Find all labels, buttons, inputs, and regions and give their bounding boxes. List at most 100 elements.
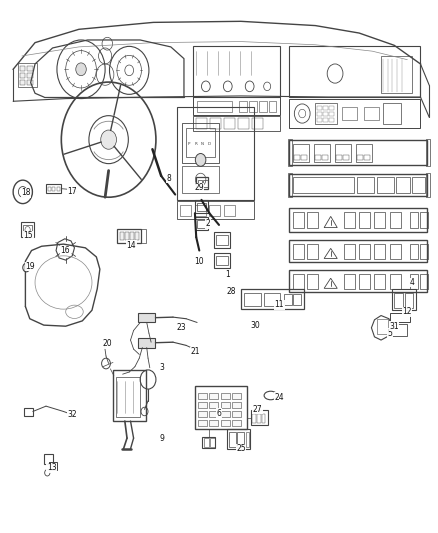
Text: 12: 12 xyxy=(403,308,412,316)
Bar xyxy=(197,220,206,228)
Bar xyxy=(329,112,334,116)
Bar xyxy=(252,414,256,423)
Text: 29: 29 xyxy=(194,183,204,192)
Text: 20: 20 xyxy=(102,340,112,348)
Bar xyxy=(20,73,25,78)
Bar xyxy=(241,289,304,309)
Bar xyxy=(289,270,427,292)
Bar xyxy=(392,289,416,310)
Bar xyxy=(209,420,218,426)
Bar xyxy=(269,101,276,112)
Bar xyxy=(52,187,55,191)
Bar xyxy=(293,274,304,289)
Bar xyxy=(289,140,427,165)
Text: 8: 8 xyxy=(166,174,171,183)
Text: 31: 31 xyxy=(389,322,399,330)
Bar xyxy=(329,118,334,122)
Bar xyxy=(214,253,230,268)
Bar xyxy=(203,180,208,187)
Text: 2: 2 xyxy=(206,220,210,228)
Bar xyxy=(177,107,254,200)
Bar xyxy=(377,319,388,334)
Bar xyxy=(284,294,292,305)
Bar xyxy=(344,274,355,289)
Bar xyxy=(377,177,394,193)
Bar xyxy=(232,411,241,417)
Bar xyxy=(244,293,261,306)
Bar xyxy=(357,177,374,193)
Bar xyxy=(238,118,249,129)
Bar xyxy=(317,112,322,116)
Text: R: R xyxy=(194,142,197,146)
Bar xyxy=(239,101,247,112)
Bar xyxy=(390,274,401,289)
Text: 6: 6 xyxy=(216,409,222,417)
Bar xyxy=(27,66,33,71)
Bar xyxy=(141,229,146,243)
Bar xyxy=(323,118,328,122)
Bar xyxy=(323,106,328,110)
Bar xyxy=(117,229,141,243)
Bar xyxy=(232,393,241,399)
Bar xyxy=(21,222,34,237)
Bar xyxy=(252,118,263,129)
Bar xyxy=(288,173,292,197)
Text: N: N xyxy=(201,142,204,146)
Bar xyxy=(293,294,301,305)
Bar xyxy=(224,118,235,129)
Bar xyxy=(426,139,430,166)
Bar xyxy=(294,155,300,160)
Bar xyxy=(381,56,412,93)
Circle shape xyxy=(76,63,86,76)
Bar xyxy=(125,232,129,240)
Bar xyxy=(221,420,230,426)
Text: 19: 19 xyxy=(25,262,35,271)
Bar xyxy=(237,432,244,447)
Bar xyxy=(314,144,330,162)
Bar xyxy=(390,244,401,259)
Bar xyxy=(246,432,249,447)
Bar xyxy=(195,217,208,230)
Text: 28: 28 xyxy=(226,287,236,295)
Text: 14: 14 xyxy=(127,241,136,249)
Bar xyxy=(193,97,280,115)
Bar xyxy=(198,420,207,426)
Bar xyxy=(209,411,218,417)
Text: 27: 27 xyxy=(253,405,262,414)
Bar xyxy=(410,274,418,289)
Text: 13: 13 xyxy=(47,464,57,472)
Bar xyxy=(198,180,202,187)
Bar xyxy=(46,184,61,193)
Bar xyxy=(182,166,219,193)
Bar xyxy=(420,274,428,289)
Bar xyxy=(177,201,254,219)
Bar xyxy=(335,144,351,162)
Bar xyxy=(336,155,342,160)
Bar xyxy=(20,80,25,85)
Bar xyxy=(209,205,220,216)
Bar xyxy=(195,386,247,429)
Bar xyxy=(405,293,413,308)
Bar xyxy=(257,414,261,423)
Bar xyxy=(289,174,427,196)
Text: 21: 21 xyxy=(190,348,200,356)
Bar xyxy=(293,144,309,162)
Bar xyxy=(364,155,370,160)
Bar xyxy=(216,235,228,245)
Bar xyxy=(193,46,280,97)
Bar xyxy=(198,402,207,408)
Bar xyxy=(390,313,410,322)
Bar xyxy=(342,107,357,120)
Text: 5: 5 xyxy=(387,329,392,337)
Bar xyxy=(301,155,307,160)
Bar xyxy=(193,116,280,131)
Bar xyxy=(307,212,318,228)
Bar xyxy=(195,205,206,216)
Text: 10: 10 xyxy=(194,257,204,265)
Bar xyxy=(289,240,427,262)
Bar xyxy=(293,177,354,193)
Bar xyxy=(202,437,215,448)
Bar xyxy=(195,200,208,213)
Bar xyxy=(227,429,250,449)
Bar xyxy=(224,205,235,216)
